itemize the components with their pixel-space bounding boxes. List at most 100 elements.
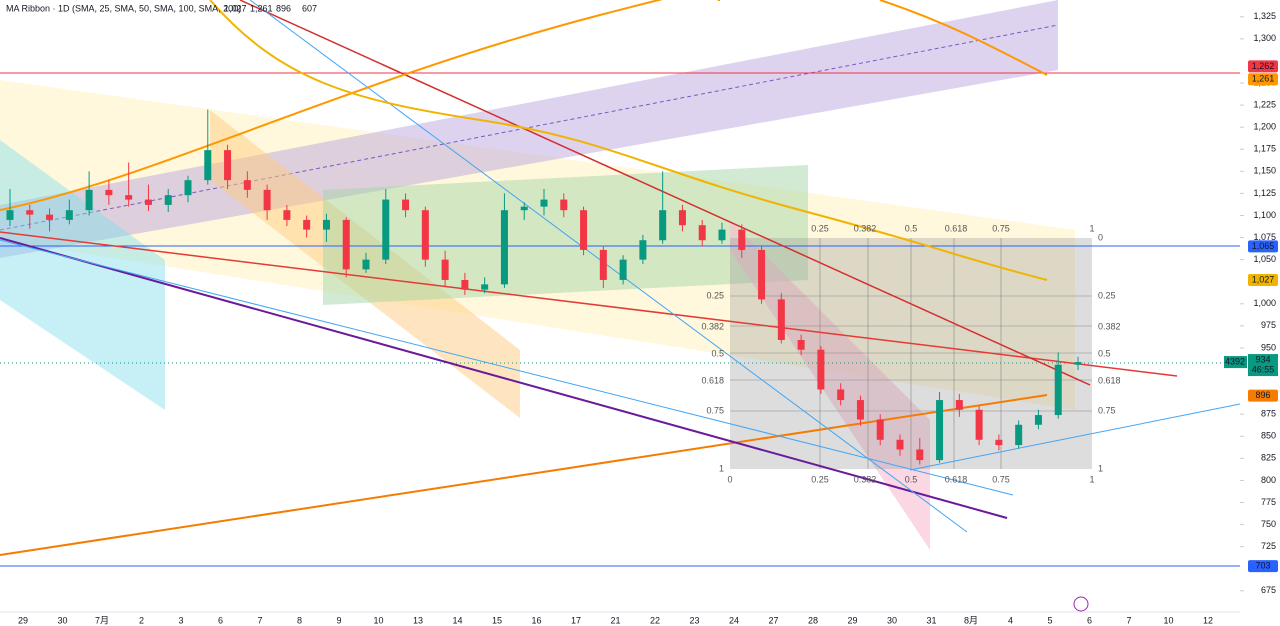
candle-body bbox=[65, 210, 73, 220]
x-tick-label: 15 bbox=[492, 615, 502, 625]
candle-body bbox=[441, 259, 449, 280]
fib-label: 0.25 bbox=[706, 290, 724, 300]
candle-body bbox=[1074, 362, 1082, 365]
fib-label: 0.75 bbox=[992, 474, 1010, 484]
fib-label: 0.382 bbox=[1098, 321, 1121, 331]
y-tick-label: 675 bbox=[1261, 585, 1276, 595]
volume-label: 4392 bbox=[1225, 356, 1245, 366]
price-tag bbox=[1248, 389, 1278, 402]
fib-label: 0.5 bbox=[711, 348, 724, 358]
y-tick-label: 750 bbox=[1261, 519, 1276, 529]
candle-body bbox=[402, 199, 410, 211]
y-tick-label: 1,325 bbox=[1253, 11, 1276, 21]
y-tick-label: 1,125 bbox=[1253, 188, 1276, 198]
y-tick-label: 1,000 bbox=[1253, 298, 1276, 308]
candle-body bbox=[936, 400, 944, 461]
x-tick-label: 6 bbox=[1087, 615, 1092, 625]
candle-body bbox=[303, 219, 311, 230]
fib-label: 0.25 bbox=[811, 223, 829, 233]
y-tick-label: 1,100 bbox=[1253, 210, 1276, 220]
candle-body bbox=[975, 409, 983, 440]
candle-body bbox=[777, 299, 785, 340]
fib-label: 0 bbox=[1098, 232, 1103, 242]
x-tick-label: 12 bbox=[1203, 615, 1213, 625]
y-tick-label: 1,225 bbox=[1253, 99, 1276, 109]
fib-label: 0.25 bbox=[1098, 290, 1116, 300]
price-tag-label: 703 bbox=[1255, 560, 1270, 570]
y-tick-label: 825 bbox=[1261, 453, 1276, 463]
x-tick-label: 10 bbox=[1163, 615, 1173, 625]
legend-value: 896 bbox=[276, 3, 291, 13]
candle-body bbox=[6, 210, 14, 220]
price-tag-label: 1,261 bbox=[1252, 74, 1275, 84]
candle-body bbox=[164, 195, 172, 205]
y-tick-label: 1,050 bbox=[1253, 254, 1276, 264]
candle-body bbox=[184, 180, 192, 196]
candle-body bbox=[144, 199, 152, 205]
candle-body bbox=[599, 249, 607, 280]
x-tick-label: 14 bbox=[452, 615, 462, 625]
price-axis-bg bbox=[1240, 0, 1280, 626]
candle-body bbox=[738, 229, 746, 250]
candle-body bbox=[1015, 424, 1023, 446]
candle-body bbox=[26, 210, 34, 215]
x-tick-label: 8 bbox=[297, 615, 302, 625]
candle-body bbox=[678, 210, 686, 226]
candle-body bbox=[837, 389, 845, 401]
candle-body bbox=[718, 229, 726, 241]
candle-body bbox=[1034, 415, 1042, 425]
x-tick-label: 7月 bbox=[95, 615, 109, 625]
last-price: 934 bbox=[1255, 354, 1270, 364]
alert-icon[interactable] bbox=[1073, 596, 1089, 612]
fib-label: 0.75 bbox=[706, 405, 724, 415]
candle-body bbox=[204, 150, 212, 181]
x-tick-label: 8月 bbox=[964, 615, 978, 625]
candle-body bbox=[46, 214, 54, 220]
y-tick-label: 800 bbox=[1261, 475, 1276, 485]
candle-body bbox=[876, 419, 884, 440]
candle-body bbox=[580, 210, 588, 250]
x-tick-label: 29 bbox=[847, 615, 857, 625]
x-tick-label: 22 bbox=[650, 615, 660, 625]
price-tag bbox=[1248, 240, 1278, 253]
candle-body bbox=[540, 199, 548, 207]
candle-body bbox=[382, 199, 390, 260]
candle-body bbox=[698, 225, 706, 241]
candle-body bbox=[659, 210, 667, 241]
price-tag bbox=[1248, 73, 1278, 86]
x-tick-label: 30 bbox=[57, 615, 67, 625]
candle-body bbox=[481, 284, 489, 290]
fib-label: 0.5 bbox=[905, 223, 918, 233]
x-tick-label: 7 bbox=[257, 615, 262, 625]
price-tag-label: 1,065 bbox=[1252, 241, 1275, 251]
candle-body bbox=[1054, 364, 1062, 416]
price-tag-label: 1,262 bbox=[1252, 61, 1275, 71]
x-tick-label: 31 bbox=[926, 615, 936, 625]
fib-label: 0.75 bbox=[992, 223, 1010, 233]
y-tick-label: 725 bbox=[1261, 541, 1276, 551]
x-tick-label: 29 bbox=[18, 615, 28, 625]
price-tag-label: 1,027 bbox=[1252, 274, 1275, 284]
legend-value: 607 bbox=[302, 3, 317, 13]
price-tag-label: 896 bbox=[1255, 390, 1270, 400]
price-tag bbox=[1248, 60, 1278, 73]
x-tick-label: 3 bbox=[178, 615, 183, 625]
fib-label: 0.25 bbox=[811, 474, 829, 484]
candle-body bbox=[362, 259, 370, 270]
fib-label: 0.618 bbox=[945, 223, 968, 233]
legend-value: 1,027 bbox=[224, 3, 247, 13]
x-tick-label: 17 bbox=[571, 615, 581, 625]
candle-body bbox=[995, 439, 1003, 446]
countdown: 46:55 bbox=[1252, 364, 1275, 374]
fib-label: 0.5 bbox=[905, 474, 918, 484]
fib-label: 0.382 bbox=[854, 223, 877, 233]
y-tick-label: 775 bbox=[1261, 497, 1276, 507]
candle-body bbox=[916, 449, 924, 461]
legend-value: 1,261 bbox=[250, 3, 273, 13]
y-tick-label: 850 bbox=[1261, 431, 1276, 441]
candle-body bbox=[817, 349, 825, 390]
price-tag bbox=[1248, 273, 1278, 286]
candle-body bbox=[105, 189, 113, 196]
candle-body bbox=[243, 180, 251, 190]
